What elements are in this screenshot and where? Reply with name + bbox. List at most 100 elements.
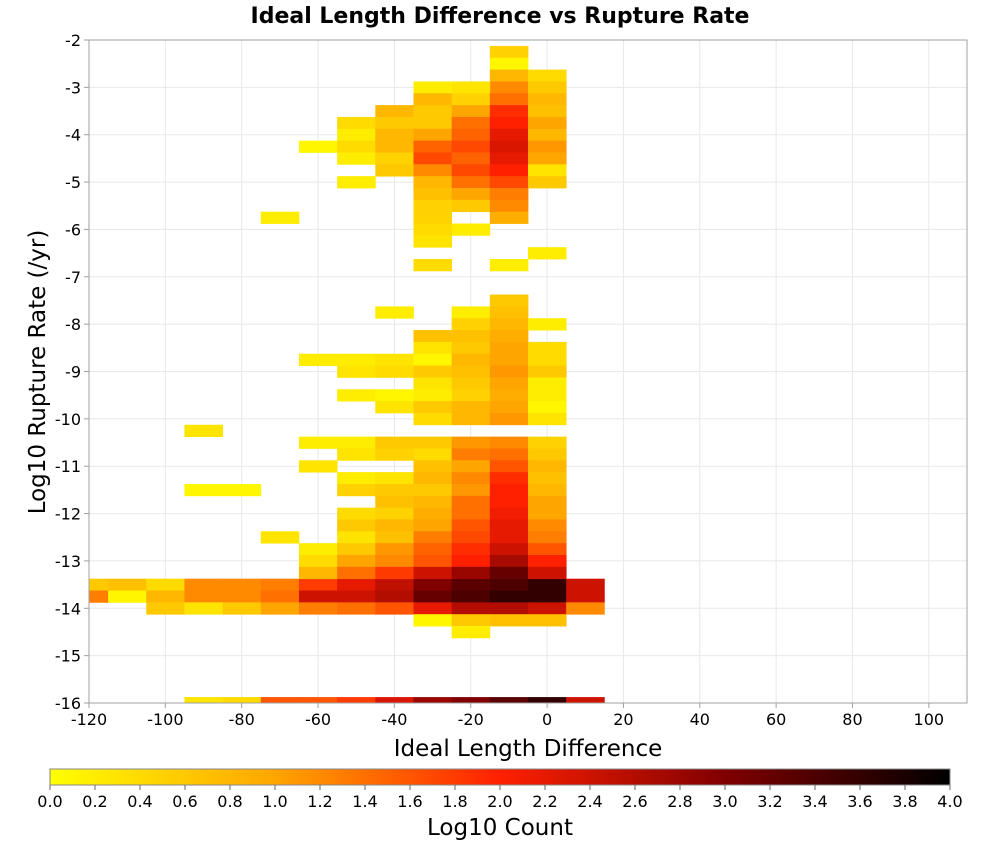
heatmap-cell bbox=[528, 460, 567, 473]
heatmap-cell bbox=[298, 436, 338, 449]
heatmap-cell bbox=[375, 519, 414, 532]
heatmap-cell bbox=[375, 495, 414, 509]
heatmap-cell bbox=[489, 543, 529, 556]
heatmap-cell bbox=[413, 211, 453, 224]
heatmap-cell bbox=[298, 543, 338, 556]
heatmap-cell bbox=[451, 401, 491, 414]
colorbar-tick-label: 0.2 bbox=[82, 792, 107, 811]
heatmap-cell bbox=[528, 164, 567, 177]
colorbar-tick-label: 3.4 bbox=[802, 792, 827, 811]
heatmap-cell bbox=[413, 697, 453, 703]
heatmap-cell bbox=[222, 590, 262, 603]
heatmap-cell bbox=[566, 602, 605, 615]
heatmap-cell bbox=[413, 507, 453, 520]
y-tick-label: -2 bbox=[65, 31, 81, 50]
heatmap-cell bbox=[260, 578, 300, 591]
heatmap-cell bbox=[375, 152, 414, 165]
heatmap-cell bbox=[528, 93, 567, 106]
heatmap-cell bbox=[413, 436, 453, 449]
heatmap-cell bbox=[260, 590, 300, 603]
heatmap-cell bbox=[489, 531, 529, 544]
heatmap-cell bbox=[489, 176, 529, 189]
heatmap-cell bbox=[489, 365, 529, 378]
heatmap-cell bbox=[528, 483, 567, 497]
heatmap-cell bbox=[451, 389, 491, 402]
heatmap-cell bbox=[298, 140, 338, 153]
heatmap-cell bbox=[528, 472, 567, 485]
colorbar-tick-label: 3.0 bbox=[712, 792, 737, 811]
heatmap-cell bbox=[528, 507, 567, 520]
heatmap-cell bbox=[184, 424, 223, 438]
heatmap-cell bbox=[260, 697, 300, 703]
heatmap-cell bbox=[528, 495, 567, 509]
heatmap-cell bbox=[413, 389, 453, 402]
x-tick-label: -120 bbox=[71, 710, 107, 729]
heatmap-cell bbox=[337, 566, 376, 580]
heatmap-cell bbox=[451, 495, 491, 509]
heatmap-cell bbox=[489, 318, 529, 331]
heatmap-cell bbox=[528, 105, 567, 118]
heatmap-cell bbox=[489, 93, 529, 106]
heatmap-cell bbox=[260, 531, 300, 544]
x-tick-label: 20 bbox=[613, 710, 633, 729]
heatmap-cell bbox=[413, 483, 453, 497]
heatmap-cell bbox=[451, 116, 491, 130]
y-tick-label: -7 bbox=[65, 268, 81, 287]
heatmap-cell bbox=[375, 353, 414, 366]
heatmap-cell bbox=[337, 353, 376, 366]
heatmap-cell bbox=[489, 590, 529, 603]
heatmap-cell bbox=[146, 590, 185, 603]
heatmap-cell bbox=[337, 483, 376, 497]
heatmap-cell bbox=[375, 472, 414, 485]
heatmap-cell bbox=[375, 436, 414, 449]
heatmap-cell bbox=[375, 401, 414, 414]
heatmap-cell bbox=[375, 140, 414, 153]
heatmap-cell bbox=[451, 566, 491, 580]
heatmap-cell bbox=[528, 116, 567, 130]
heatmap-cell bbox=[451, 223, 491, 236]
heatmap-cells bbox=[89, 45, 605, 703]
heatmap-cell bbox=[489, 614, 529, 627]
heatmap-cell bbox=[413, 460, 453, 473]
heatmap-cell bbox=[413, 590, 453, 603]
colorbar-tick-label: 3.2 bbox=[757, 792, 782, 811]
heatmap-cell bbox=[451, 105, 491, 118]
heatmap-cell bbox=[375, 697, 414, 703]
heatmap-cell bbox=[528, 152, 567, 165]
heatmap-cell bbox=[375, 128, 414, 142]
heatmap-cell bbox=[489, 353, 529, 366]
heatmap-cell bbox=[489, 294, 529, 307]
colorbar-tick-label: 3.8 bbox=[892, 792, 917, 811]
heatmap-cell bbox=[451, 377, 491, 390]
heatmap-cell bbox=[489, 507, 529, 520]
heatmap-cell bbox=[222, 483, 262, 497]
heatmap-cell bbox=[413, 330, 453, 343]
y-tick-label: -6 bbox=[65, 220, 81, 239]
heatmap-cell bbox=[375, 543, 414, 556]
heatmap-cell bbox=[413, 164, 453, 177]
heatmap-cell bbox=[489, 140, 529, 153]
heatmap-cell bbox=[298, 602, 338, 615]
colorbar-tick-label: 1.2 bbox=[307, 792, 332, 811]
y-axis-label: Log10 Rupture Rate (/yr) bbox=[25, 230, 51, 515]
heatmap-cell bbox=[375, 507, 414, 520]
heatmap-cell bbox=[337, 602, 376, 615]
heatmap-cell bbox=[451, 330, 491, 343]
heatmap-cell bbox=[89, 578, 109, 591]
heatmap-cell bbox=[413, 223, 453, 236]
x-tick-label: -100 bbox=[147, 710, 183, 729]
heatmap-cell bbox=[375, 116, 414, 130]
heatmap-cell bbox=[375, 105, 414, 118]
colorbar-tick-label: 0.4 bbox=[127, 792, 152, 811]
heatmap-cell bbox=[451, 590, 491, 603]
y-tick-label: -14 bbox=[55, 599, 81, 618]
heatmap-cell bbox=[528, 531, 567, 544]
heatmap-cell bbox=[298, 460, 338, 473]
heatmap-cell bbox=[451, 164, 491, 177]
heatmap-cell bbox=[528, 401, 567, 414]
colorbar-tick-label: 2.4 bbox=[577, 792, 602, 811]
heatmap-cell bbox=[528, 543, 567, 556]
heatmap-cell bbox=[528, 448, 567, 461]
heatmap-cell bbox=[146, 602, 185, 615]
heatmap-cell bbox=[222, 578, 262, 591]
